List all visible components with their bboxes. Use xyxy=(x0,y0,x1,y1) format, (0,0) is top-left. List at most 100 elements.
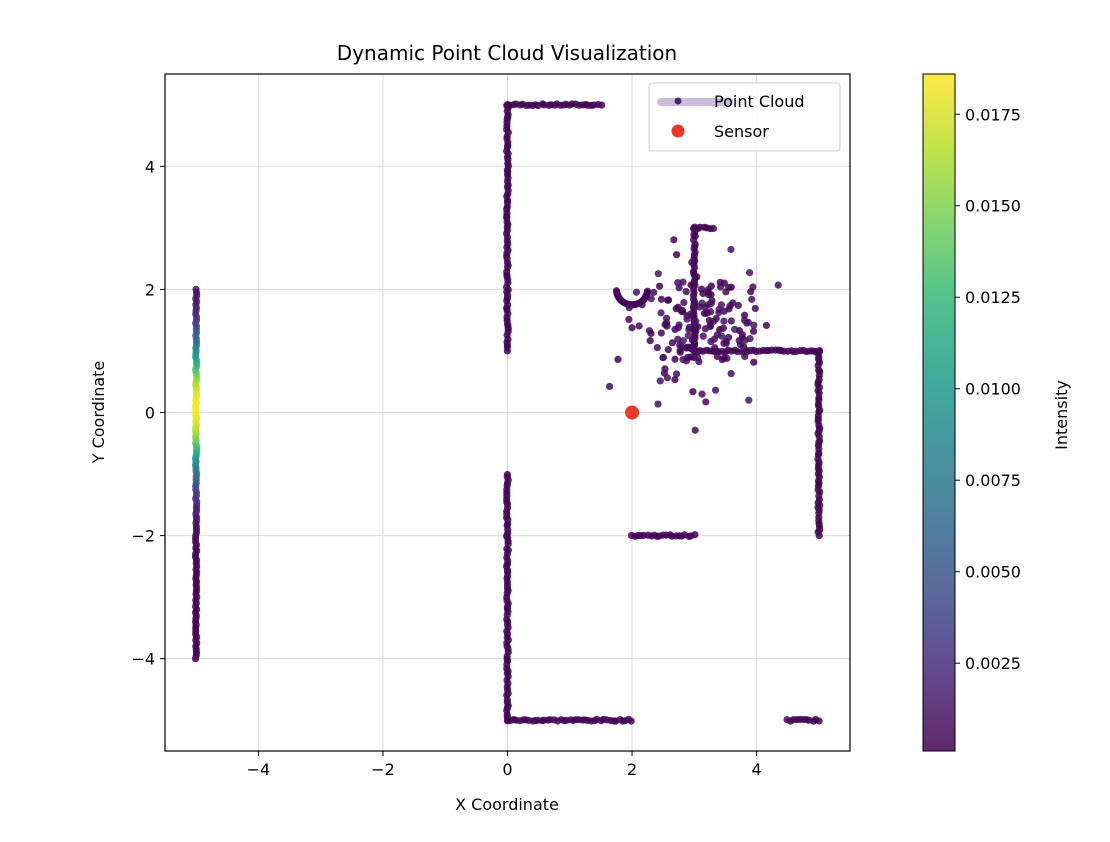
colorbar-gradient xyxy=(922,73,956,752)
point-cloud-point xyxy=(679,337,687,345)
point-cloud-point xyxy=(716,278,724,286)
point-cloud-point xyxy=(694,353,702,362)
colorbar-label: Intensity xyxy=(1052,380,1071,450)
point-cloud-point xyxy=(628,324,636,332)
colorbar-tick-label: 0.0050 xyxy=(965,563,1021,582)
point-cloud-point xyxy=(725,305,733,313)
colorbar: 0.0025 0.0050 0.0075 0.0100 0.0125 0.0150 0.01… xyxy=(922,73,1071,752)
y-tick-label: 4 xyxy=(145,157,155,176)
colorbar-ticks: 0.0025 0.0050 0.0075 0.0100 0.0125 0.0150 0.01… xyxy=(955,105,1021,673)
point-cloud-points xyxy=(191,100,824,725)
point-cloud-point xyxy=(699,332,707,340)
point-cloud-point xyxy=(674,335,682,343)
point-cloud-point xyxy=(727,245,735,254)
point-cloud-point xyxy=(503,470,512,479)
x-axis-title: X Coordinate xyxy=(455,795,559,814)
point-cloud-point xyxy=(711,344,719,352)
point-cloud-point xyxy=(671,376,679,384)
point-cloud-point xyxy=(751,304,759,313)
point-cloud-point xyxy=(741,352,749,361)
colorbar-tick-label: 0.0100 xyxy=(965,380,1021,399)
y-tick-label: 2 xyxy=(145,280,155,299)
chart-title: Dynamic Point Cloud Visualization xyxy=(337,41,677,65)
legend: Point Cloud Sensor xyxy=(648,82,841,152)
legend-point-cloud-label: Point Cloud xyxy=(714,92,805,111)
sensor-marker xyxy=(625,405,640,420)
point-cloud-point xyxy=(695,303,704,311)
point-cloud-point xyxy=(711,386,720,394)
point-cloud-point xyxy=(688,258,696,266)
point-cloud-point xyxy=(668,339,677,347)
point-cloud-point xyxy=(727,370,735,378)
point-cloud-point xyxy=(709,317,718,325)
point-cloud-point xyxy=(740,343,748,351)
point-cloud-point xyxy=(647,329,655,338)
y-tick-label: −4 xyxy=(131,650,155,669)
point-cloud-point xyxy=(689,388,697,396)
point-cloud-point xyxy=(680,298,688,307)
point-cloud-point xyxy=(693,273,701,281)
point-cloud-point xyxy=(747,288,755,296)
point-cloud-point xyxy=(682,288,690,296)
point-cloud-point xyxy=(725,333,733,342)
point-cloud-point xyxy=(643,287,652,295)
point-cloud-point xyxy=(720,354,728,362)
point-cloud-point xyxy=(657,295,666,303)
point-cloud-point xyxy=(674,323,682,332)
point-cloud-point xyxy=(691,531,699,539)
point-cloud-point xyxy=(606,382,614,391)
point-cloud-point xyxy=(657,329,665,337)
point-cloud-point xyxy=(632,288,641,296)
point-cloud-point xyxy=(750,321,758,329)
point-cloud-point xyxy=(625,304,633,312)
point-cloud-point xyxy=(672,305,680,313)
point-cloud-point xyxy=(657,309,665,317)
point-cloud-point xyxy=(734,301,742,310)
point-cloud-point xyxy=(774,281,782,289)
point-cloud-point xyxy=(727,317,735,325)
point-cloud-point xyxy=(762,321,770,330)
point-cloud-point xyxy=(656,377,664,385)
point-cloud-point xyxy=(672,370,681,378)
point-cloud-point xyxy=(679,278,687,286)
point-cloud-point xyxy=(815,347,824,355)
point-cloud-point xyxy=(638,301,646,309)
point-cloud-point xyxy=(744,318,752,326)
point-cloud-point xyxy=(678,306,686,314)
point-cloud-point xyxy=(625,315,633,324)
point-cloud-point xyxy=(647,295,655,303)
point-cloud-point xyxy=(670,236,678,244)
point-cloud-point xyxy=(635,322,643,330)
x-tick-label: 2 xyxy=(627,760,637,779)
point-cloud-point xyxy=(719,324,727,332)
point-cloud-point xyxy=(192,285,200,294)
point-cloud-point xyxy=(646,337,654,345)
point-cloud-point xyxy=(709,224,718,233)
sensor-layer xyxy=(625,405,640,420)
colorbar-tick-label: 0.0150 xyxy=(965,197,1021,216)
y-tick-label: −2 xyxy=(131,527,155,546)
x-tick-label: −2 xyxy=(371,760,395,779)
legend-sensor-label: Sensor xyxy=(714,122,769,141)
point-cloud-point xyxy=(663,374,671,382)
point-cloud-point xyxy=(678,343,686,351)
point-cloud-point xyxy=(684,332,692,340)
point-cloud-point xyxy=(654,400,662,408)
point-cloud-point xyxy=(740,311,749,319)
point-cloud-point xyxy=(683,315,691,323)
point-cloud-point xyxy=(683,343,691,351)
point-cloud-point xyxy=(614,355,622,364)
point-cloud-point xyxy=(655,282,664,290)
point-cloud-point xyxy=(749,327,758,335)
point-cloud-point xyxy=(720,339,728,347)
point-cloud-point xyxy=(713,331,721,339)
legend-sensor-marker xyxy=(671,124,685,138)
point-cloud-point xyxy=(717,301,725,309)
point-cloud-point xyxy=(671,355,679,363)
x-tick-label: 4 xyxy=(751,760,761,779)
point-cloud-point xyxy=(746,334,754,343)
point-cloud-point xyxy=(699,289,707,298)
point-cloud-point xyxy=(691,426,699,434)
point-cloud-point xyxy=(702,398,710,406)
